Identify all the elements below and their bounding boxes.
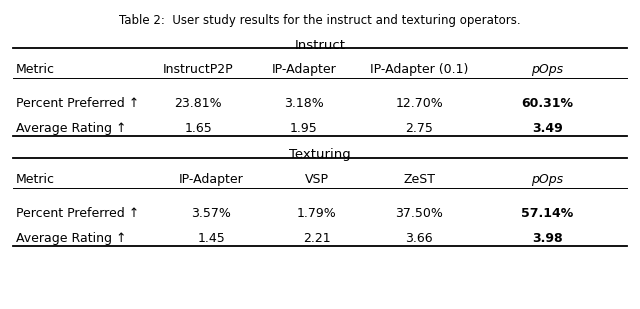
Text: Metric: Metric [16, 63, 55, 76]
Text: 3.66: 3.66 [405, 232, 433, 245]
Text: IP-Adapter (0.1): IP-Adapter (0.1) [370, 63, 468, 76]
Text: 37.50%: 37.50% [396, 207, 443, 220]
Text: 1.79%: 1.79% [297, 207, 337, 220]
Text: 1.45: 1.45 [197, 232, 225, 245]
Text: Metric: Metric [16, 173, 55, 186]
Text: ZeST: ZeST [403, 173, 435, 186]
Text: InstructP2P: InstructP2P [163, 63, 234, 76]
Text: 12.70%: 12.70% [396, 97, 443, 110]
Text: 2.21: 2.21 [303, 232, 331, 245]
Text: 3.49: 3.49 [532, 122, 563, 135]
Text: Average Rating ↑: Average Rating ↑ [16, 232, 127, 245]
Text: Percent Preferred ↑: Percent Preferred ↑ [16, 207, 140, 220]
Text: Instruct: Instruct [294, 39, 346, 52]
Text: 23.81%: 23.81% [175, 97, 222, 110]
Text: 57.14%: 57.14% [521, 207, 573, 220]
Text: pOps: pOps [531, 173, 563, 186]
Text: 60.31%: 60.31% [521, 97, 573, 110]
Text: Table 2:  User study results for the instruct and texturing operators.: Table 2: User study results for the inst… [119, 14, 521, 27]
Text: IP-Adapter: IP-Adapter [179, 173, 244, 186]
Text: 2.75: 2.75 [405, 122, 433, 135]
Text: Texturing: Texturing [289, 148, 351, 161]
Text: 3.18%: 3.18% [284, 97, 324, 110]
Text: Percent Preferred ↑: Percent Preferred ↑ [16, 97, 140, 110]
Text: Average Rating ↑: Average Rating ↑ [16, 122, 127, 135]
Text: 1.95: 1.95 [290, 122, 318, 135]
Text: pOps: pOps [531, 63, 563, 76]
Text: 3.57%: 3.57% [191, 207, 231, 220]
Text: 1.65: 1.65 [184, 122, 212, 135]
Text: 3.98: 3.98 [532, 232, 563, 245]
Text: IP-Adapter: IP-Adapter [271, 63, 337, 76]
Text: VSP: VSP [305, 173, 329, 186]
